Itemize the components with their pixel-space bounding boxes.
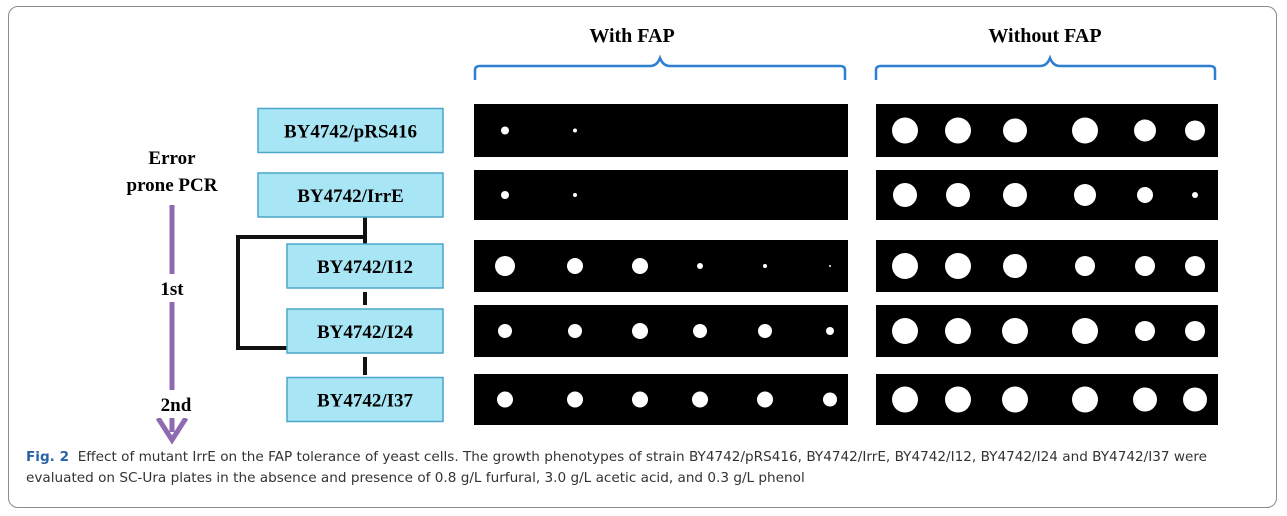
colony xyxy=(697,263,703,269)
colony xyxy=(495,256,515,276)
colony xyxy=(573,193,577,197)
strain-label: BY4742/I12 xyxy=(317,257,413,278)
plate xyxy=(474,104,848,157)
colony xyxy=(573,128,577,133)
colony xyxy=(568,324,582,338)
colony xyxy=(501,191,509,199)
strain-box xyxy=(286,376,444,423)
plate xyxy=(876,374,1218,425)
colony xyxy=(945,253,971,279)
strain-label: BY4742/pRS416 xyxy=(284,122,417,143)
colony xyxy=(632,258,648,274)
colony xyxy=(945,318,971,344)
colony xyxy=(892,253,918,279)
colony xyxy=(1185,256,1205,276)
plate xyxy=(474,374,848,425)
colony xyxy=(1074,184,1096,206)
plate xyxy=(876,240,1218,292)
plate xyxy=(876,104,1218,157)
colony xyxy=(893,183,917,207)
plate xyxy=(474,305,848,357)
colony xyxy=(892,117,918,144)
colony xyxy=(1002,318,1028,344)
caption-text: Effect of mutant IrrE on the FAP toleran… xyxy=(26,449,1207,486)
colony xyxy=(945,117,971,144)
plate xyxy=(474,240,848,292)
left-label: Error xyxy=(148,148,196,169)
colony xyxy=(632,323,648,339)
arrow-head xyxy=(155,416,189,445)
colony xyxy=(1002,386,1028,413)
colony xyxy=(501,126,509,135)
colony xyxy=(1185,321,1205,341)
colony xyxy=(692,391,708,408)
colony xyxy=(1183,387,1207,412)
colony xyxy=(1072,386,1098,413)
colony xyxy=(945,386,971,413)
plate xyxy=(474,170,848,220)
colony xyxy=(567,258,583,274)
colony xyxy=(1137,187,1153,203)
colony xyxy=(757,391,773,408)
colony xyxy=(1072,318,1098,344)
colony xyxy=(892,386,918,413)
arrow-gap xyxy=(158,390,188,418)
colony xyxy=(498,324,512,338)
strain-box xyxy=(257,107,444,154)
strain-label: BY4742/IrrE xyxy=(297,186,404,207)
colony xyxy=(1135,321,1155,341)
plate xyxy=(876,305,1218,357)
colony xyxy=(823,392,837,407)
colony xyxy=(693,324,707,338)
colony xyxy=(567,391,583,408)
colony xyxy=(1133,387,1157,412)
header: With FAP xyxy=(589,25,674,47)
colony xyxy=(1135,256,1155,276)
round-label: 2nd xyxy=(161,395,192,416)
strain-box xyxy=(257,172,444,218)
colony xyxy=(1185,120,1205,141)
strain-label: BY4742/I24 xyxy=(317,322,414,343)
brace xyxy=(473,54,847,80)
caption-label: Fig. 2 xyxy=(26,449,70,465)
colony xyxy=(632,391,648,408)
strain-box xyxy=(286,308,444,354)
strain-label: BY4742/I37 xyxy=(317,391,414,412)
colony xyxy=(497,391,513,408)
colony xyxy=(946,183,970,207)
colony xyxy=(1003,118,1027,143)
colony xyxy=(892,318,918,344)
figure-frame xyxy=(8,6,1277,508)
colony xyxy=(826,327,834,335)
colony xyxy=(1003,183,1027,207)
colony xyxy=(1072,117,1098,144)
left-label: prone PCR xyxy=(127,175,218,196)
colony xyxy=(829,265,831,267)
strain-box xyxy=(286,243,444,289)
brace xyxy=(874,54,1217,80)
caption: Fig. 2 Effect of mutant IrrE on the FAP … xyxy=(26,447,1261,489)
colony xyxy=(763,264,767,268)
round-label: 1st xyxy=(160,279,184,300)
header: Without FAP xyxy=(988,25,1101,47)
arrow-gap xyxy=(162,274,184,302)
colony xyxy=(1192,192,1198,198)
colony xyxy=(1003,254,1027,278)
colony xyxy=(758,324,772,338)
plate xyxy=(876,170,1218,220)
colony xyxy=(1075,256,1095,276)
colony xyxy=(1134,119,1156,142)
